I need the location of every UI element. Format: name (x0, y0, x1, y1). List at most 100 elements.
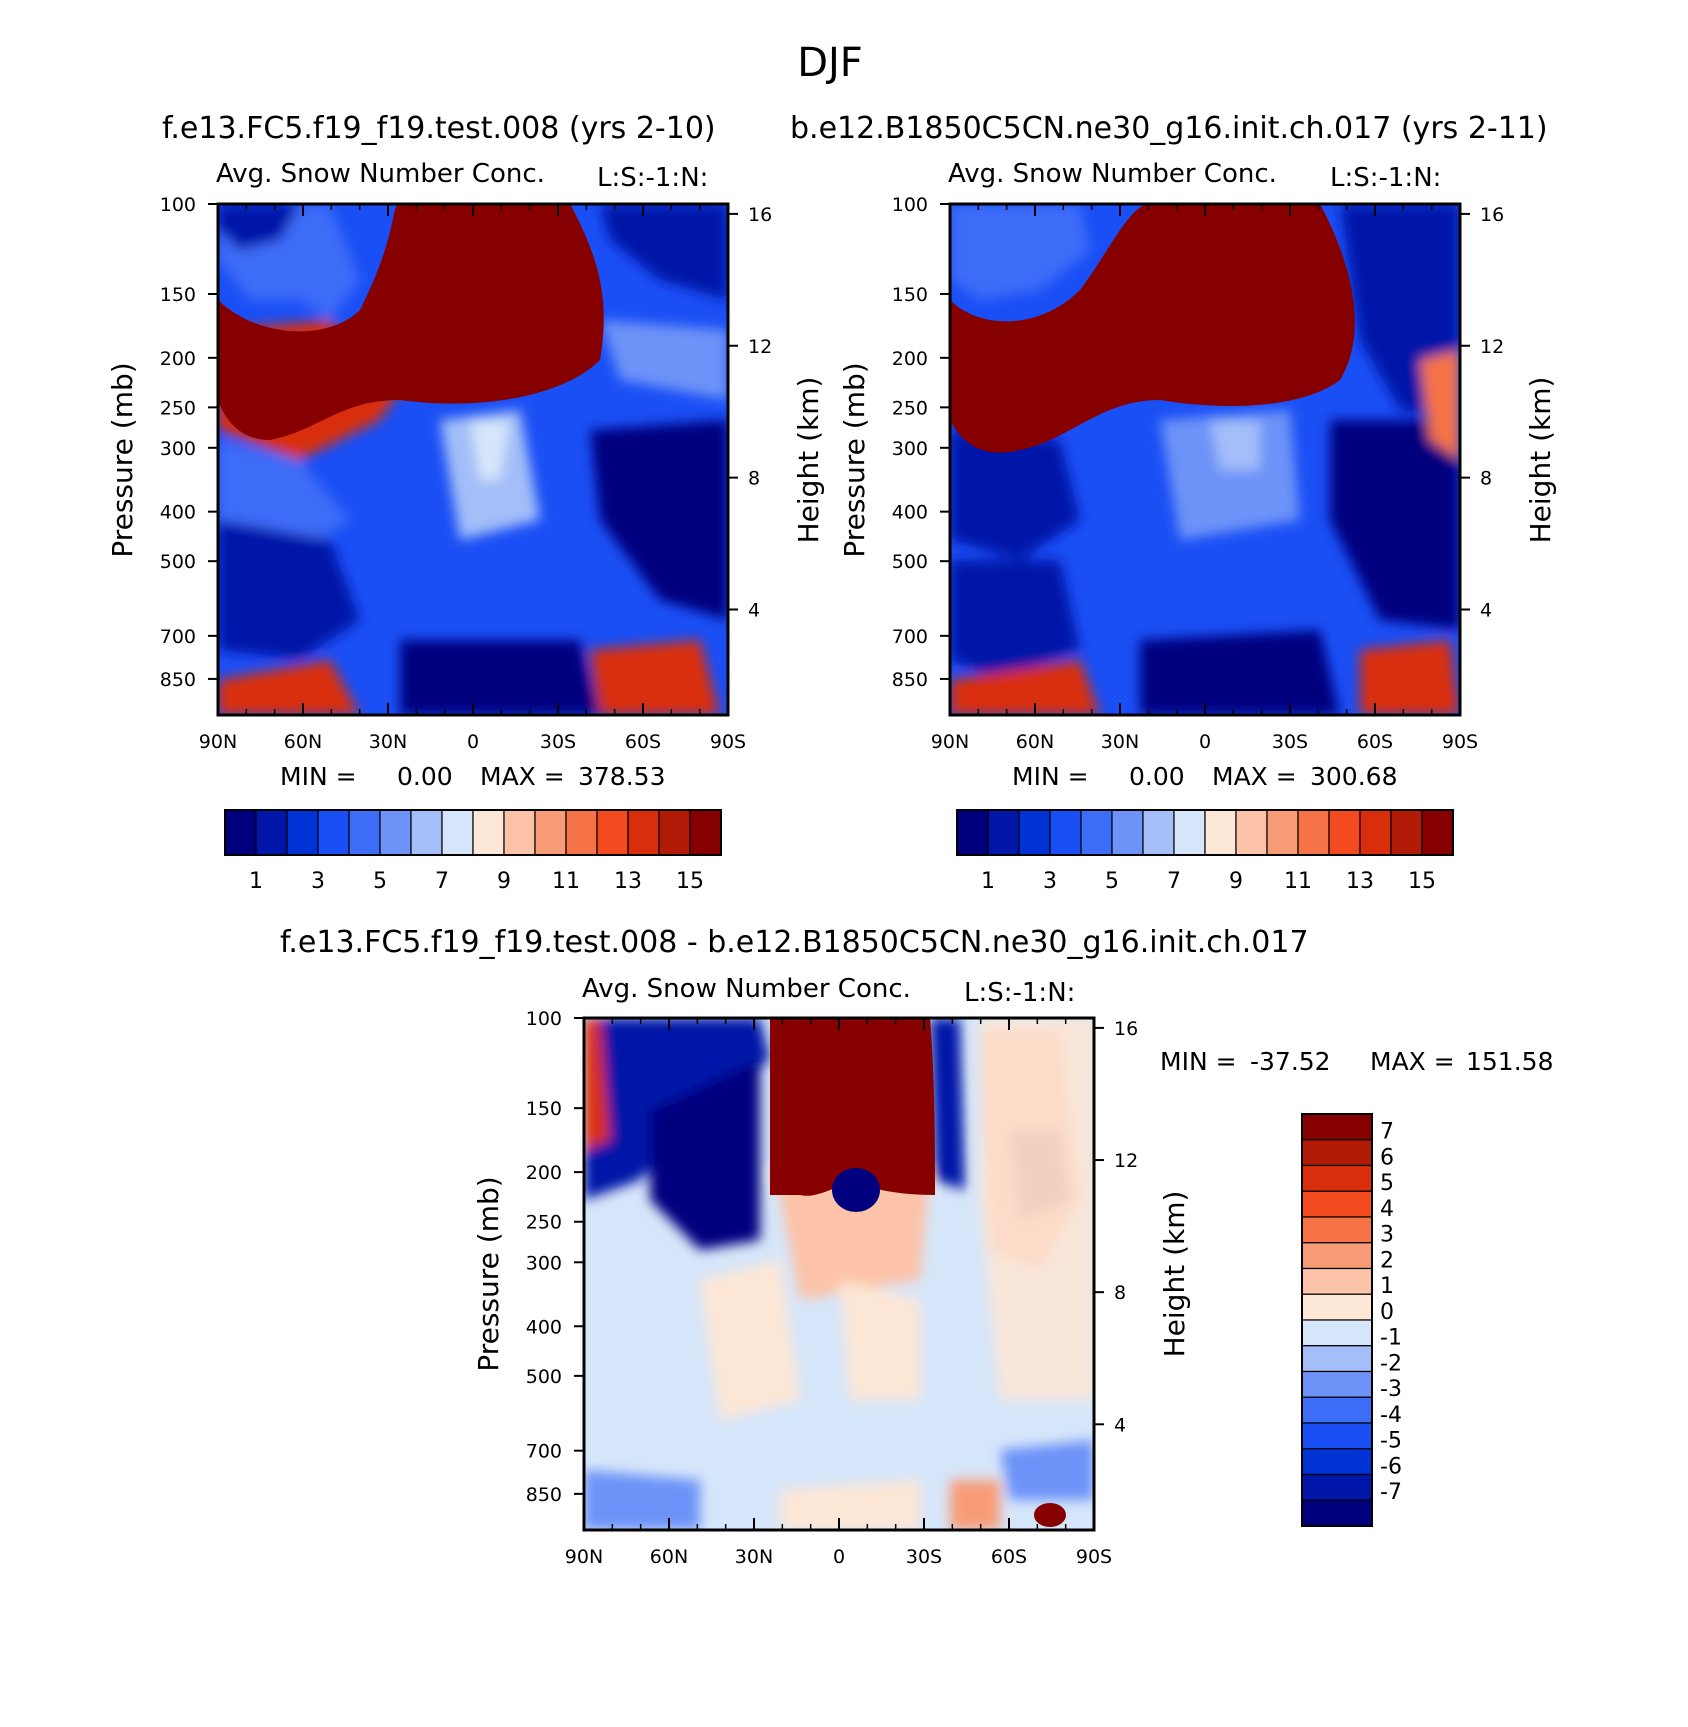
colorbar-swatch (658, 809, 691, 856)
panel-subtitle: Avg. Snow Number Conc. (216, 159, 545, 189)
y-tick-label: 700 (526, 1441, 562, 1463)
colorbar-frame (1301, 1113, 1373, 1527)
colorbar-swatch (1301, 1139, 1373, 1167)
colorbar-swatch (255, 809, 288, 856)
colorbar-swatch (596, 809, 629, 856)
colorbar-swatch (503, 809, 536, 856)
y-right-tick-label: 16 (1480, 204, 1504, 226)
colorbar-swatch (1328, 809, 1361, 856)
colorbar-swatch (956, 809, 989, 856)
colorbar-frame (224, 809, 722, 856)
colorbar-label: 15 (676, 869, 704, 894)
y-tick-label: 300 (160, 438, 196, 460)
y-axis-right-label: Height (km) (1524, 377, 1557, 544)
colorbar-label: 7 (1167, 869, 1181, 894)
x-axis: 90N 60N 30N 0 30S 60S 90S (565, 1018, 1112, 1568)
min-label: MIN = (280, 762, 357, 791)
y-tick-label: 150 (526, 1098, 562, 1120)
x-tick-label: 0 (833, 1546, 845, 1568)
y-tick-label: 100 (160, 194, 196, 216)
y-tick-label: 200 (160, 348, 196, 370)
y-tick-label: 250 (526, 1212, 562, 1234)
colorbar-label: 9 (497, 869, 511, 894)
y-axis: 100 150 200 250 300 400 500 700 850 16 12 8 4 (160, 194, 772, 691)
colorbar-swatch (1301, 1267, 1373, 1295)
panel-title: f.e13.FC5.f19_f19.test.008 - b.e12.B1850… (280, 925, 1309, 960)
colorbar-label: 3 (1043, 869, 1057, 894)
panel-subtitle: Avg. Snow Number Conc. (582, 974, 911, 1004)
colorbar-label: 5 (1105, 869, 1119, 894)
y-axis-right-label: Height (km) (792, 377, 825, 544)
colorbar-label: -2 (1380, 1351, 1402, 1376)
colorbar-swatch (410, 809, 443, 856)
colorbar-label: -6 (1380, 1454, 1402, 1479)
y-tick-label: 850 (892, 669, 928, 691)
contour-field (950, 204, 1460, 715)
colorbar-swatch (1301, 1216, 1373, 1244)
panel-control-run: f.e13.FC5.f19_f19.test.008 (yrs 2-10) Av… (106, 111, 825, 894)
x-tick-label: 0 (1199, 731, 1211, 753)
colorbar-label: 2 (1380, 1248, 1394, 1273)
colorbar-swatch (987, 809, 1020, 856)
panel-title: b.e12.B1850C5CN.ne30_g16.init.ch.017 (yr… (790, 111, 1548, 146)
contour-field (218, 204, 728, 715)
colorbar-swatch (1111, 809, 1144, 856)
x-tick-label: 60N (650, 1546, 688, 1568)
y-tick-label: 250 (892, 397, 928, 419)
colorbar-swatch (1301, 1370, 1373, 1398)
colorbar-swatch (1049, 809, 1082, 856)
y-tick-label: 850 (160, 669, 196, 691)
y-tick-label: 100 (526, 1008, 562, 1030)
x-tick-label: 60N (1016, 731, 1054, 753)
colorbar-swatch (1390, 809, 1423, 856)
colorbar-label: 11 (552, 869, 580, 894)
y-tick-label: 500 (892, 551, 928, 573)
colorbar-swatch (348, 809, 381, 856)
y-tick-label: 250 (160, 397, 196, 419)
colorbar-frame (956, 809, 1454, 856)
y-right-tick-label: 8 (1114, 1282, 1126, 1304)
y-tick-label: 300 (892, 438, 928, 460)
panel-subtitle: Avg. Snow Number Conc. (948, 159, 1277, 189)
colorbar-swatch (1301, 1448, 1373, 1476)
max-value: 300.68 (1310, 762, 1397, 791)
y-right-tick-label: 8 (748, 468, 760, 490)
y-tick-label: 850 (526, 1484, 562, 1506)
colorbar-swatch (1301, 1473, 1373, 1501)
x-tick-label: 30N (735, 1546, 773, 1568)
colorbar-label: -7 (1380, 1480, 1402, 1505)
colorbar-label: -3 (1380, 1377, 1402, 1402)
x-tick-label: 90N (199, 731, 237, 753)
y-axis-label: Pressure (mb) (472, 1176, 505, 1371)
y-tick-label: 300 (526, 1252, 562, 1274)
colorbar-label: 5 (373, 869, 387, 894)
x-tick-label: 60S (991, 1546, 1027, 1568)
y-tick-label: 150 (892, 284, 928, 306)
y-axis-label: Pressure (mb) (106, 362, 139, 557)
colorbar-label: 1 (1380, 1274, 1394, 1299)
panel-difference: f.e13.FC5.f19_f19.test.008 - b.e12.B1850… (280, 925, 1553, 1568)
x-tick-label: 60N (284, 731, 322, 753)
y-tick-label: 200 (892, 348, 928, 370)
colorbar: 1 3 5 7 9 11 13 15 (956, 809, 1454, 894)
y-right-tick-label: 16 (1114, 1018, 1138, 1040)
colorbar-label: 0 (1380, 1300, 1394, 1325)
y-right-tick-label: 12 (1114, 1150, 1138, 1172)
colorbar-label: -5 (1380, 1429, 1402, 1454)
y-right-tick-label: 4 (748, 600, 760, 622)
colorbar-swatch (1266, 809, 1299, 856)
colorbar-swatch (1297, 809, 1330, 856)
x-tick-label: 60S (1357, 731, 1393, 753)
y-tick-label: 150 (160, 284, 196, 306)
colorbar-swatch (689, 809, 722, 856)
max-label: MAX = (1370, 1047, 1455, 1076)
y-right-tick-label: 16 (748, 204, 772, 226)
panel-case-run: b.e12.B1850C5CN.ne30_g16.init.ch.017 (yr… (790, 111, 1557, 894)
panel-title: f.e13.FC5.f19_f19.test.008 (yrs 2-10) (162, 111, 716, 146)
min-value: 0.00 (397, 762, 453, 791)
x-tick-label: 0 (467, 731, 479, 753)
colorbar-swatch (1421, 809, 1454, 856)
x-tick-label: 30S (1272, 731, 1308, 753)
x-tick-label: 30N (369, 731, 407, 753)
colorbar-label: 3 (311, 869, 325, 894)
